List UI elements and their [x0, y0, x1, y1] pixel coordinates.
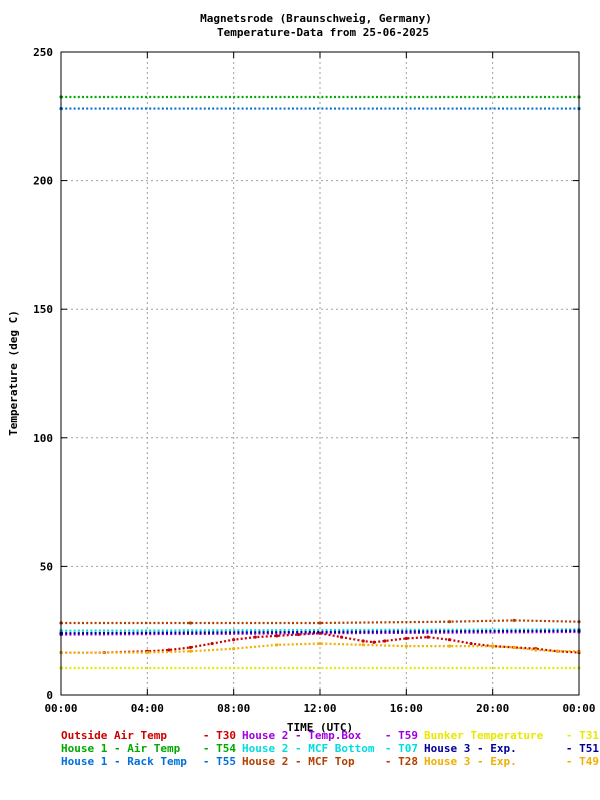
legend-entry-sensor: - T55	[203, 755, 236, 768]
data-point	[534, 648, 538, 652]
legend-entry-sensor: - T31	[566, 729, 599, 742]
data-point	[167, 648, 171, 652]
legend-entry-name: House 2 - MCF Top	[242, 755, 355, 768]
data-point	[426, 635, 430, 639]
data-point	[232, 647, 236, 651]
x-tick-label: 16:00	[390, 702, 423, 715]
data-point	[232, 638, 236, 642]
series-line	[61, 619, 580, 625]
legend-entry-name: Outside Air Temp	[61, 729, 167, 742]
legend: Outside Air Temp - T30 House 2 - Temp.Box -…	[61, 729, 599, 768]
data-point	[145, 650, 149, 655]
y-tick-label: 200	[33, 175, 53, 188]
x-tick-label: 12:00	[303, 702, 336, 715]
data-point	[447, 638, 452, 642]
legend-entry-name: House 3 - Exp.	[424, 742, 517, 755]
x-tick-label: 20:00	[476, 702, 509, 715]
series-layer	[59, 95, 581, 670]
series-line	[61, 632, 580, 654]
data-point	[318, 641, 322, 646]
data-point	[469, 641, 473, 646]
data-point	[447, 644, 452, 648]
data-point	[318, 621, 322, 625]
x-tick-label: 00:00	[562, 702, 595, 715]
data-point	[339, 635, 344, 639]
series	[59, 618, 581, 625]
y-tick-label: 100	[33, 432, 53, 445]
data-point	[188, 649, 193, 653]
data-point	[275, 643, 279, 647]
x-tick-label: 04:00	[131, 702, 164, 715]
chart-title: Magnetsrode (Braunschweig, Germany)	[200, 12, 432, 25]
data-point	[253, 635, 257, 639]
x-tick-labels: 00:00 04:00 08:00 12:00 16:00 20:00 00:00	[44, 702, 595, 715]
data-point	[404, 636, 408, 641]
legend-entry-sensor: - T28	[385, 755, 418, 768]
series-line	[60, 628, 580, 632]
legend-entry-name: House 1 - Rack Temp	[61, 755, 187, 768]
legend-entry-name: Bunker Temperature	[424, 729, 544, 742]
legend-entry-name: House 3 - Exp.	[424, 755, 517, 768]
axis-ticks	[60, 51, 580, 696]
data-point	[512, 618, 516, 623]
y-tick-labels: 0 50 100 150 200 250	[33, 46, 53, 702]
data-point	[361, 643, 365, 647]
data-point	[188, 645, 193, 650]
data-point	[383, 639, 387, 643]
data-point	[512, 645, 516, 650]
legend-entry-sensor: - T54	[203, 742, 236, 755]
legend-entry-sensor: - T30	[203, 729, 236, 742]
legend-entry-name: House 2 - MCF Bottom	[242, 742, 375, 755]
chart-subtitle: Temperature-Data from 25-06-2025	[217, 26, 429, 39]
data-point	[555, 649, 560, 653]
legend-entry-sensor: - T07	[385, 742, 418, 755]
legend-entry-sensor: - T49	[566, 755, 599, 768]
legend-entry-name: House 1 - Air Temp	[61, 742, 181, 755]
legend-entry-sensor: - T51	[566, 742, 599, 755]
y-tick-label: 0	[46, 689, 53, 702]
series-line	[61, 642, 579, 654]
legend-entry-sensor: - T59	[385, 729, 418, 742]
legend-entry-name: House 2 - Temp.Box	[242, 729, 362, 742]
y-tick-label: 250	[33, 46, 53, 59]
data-point	[491, 644, 495, 648]
data-point	[404, 644, 408, 648]
data-point	[275, 634, 279, 638]
x-axis-label: TIME (UTC)	[287, 721, 353, 734]
grid-lines	[61, 52, 579, 695]
data-point	[372, 640, 376, 644]
data-point	[447, 620, 452, 624]
y-tick-label: 50	[40, 560, 53, 573]
data-point	[188, 621, 193, 625]
x-tick-label: 00:00	[44, 702, 77, 715]
data-point	[210, 641, 214, 646]
series	[59, 641, 581, 655]
data-point	[361, 639, 365, 643]
y-axis-label: Temperature (deg C)	[7, 310, 20, 436]
x-tick-label: 08:00	[217, 702, 250, 715]
y-tick-label: 150	[33, 303, 53, 316]
